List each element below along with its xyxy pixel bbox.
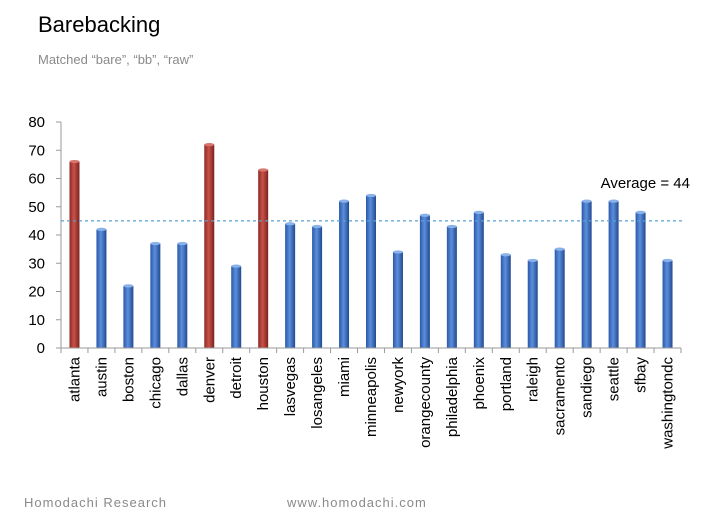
average-label: Average = 44	[601, 175, 690, 192]
bar-miami	[339, 201, 350, 348]
bar-lasvegas	[285, 223, 296, 348]
bar-chicago	[150, 243, 161, 348]
chart-subtitle: Matched “bare”, “bb”, “raw”	[38, 52, 194, 67]
bar-cap-minneapolis	[366, 193, 376, 198]
y-tick-label: 50	[28, 199, 45, 216]
y-axis: 0 10 20 30 40 50 60 70 80	[28, 114, 62, 357]
y-tick-label: 70	[28, 142, 45, 159]
chart-title: Barebacking	[38, 12, 161, 37]
y-tick-label: 10	[28, 312, 45, 329]
bar-cap-newyork	[392, 250, 403, 254]
bar-sacramento	[554, 249, 565, 348]
x-tick-label-houston: houston	[255, 357, 272, 410]
bar-cap-sandiego	[581, 199, 592, 203]
bar-washingtondc	[662, 260, 673, 348]
x-tick-label-miami: miami	[336, 357, 353, 397]
x-tick-label-raleigh: raleigh	[525, 357, 542, 402]
bar-cap-chicago	[150, 241, 161, 246]
x-tick-label-boston: boston	[120, 357, 137, 402]
bar-cap-sfbay	[635, 210, 646, 214]
bar-philadelphia	[446, 226, 457, 348]
x-tick-label-dallas: dallas	[174, 357, 191, 396]
bar-atlanta	[69, 161, 80, 348]
bar-detroit	[231, 266, 242, 348]
bar-cap-lasvegas	[285, 222, 296, 226]
bars	[69, 143, 673, 348]
bar-cap-raleigh	[527, 258, 538, 263]
bar-cap-boston	[123, 284, 134, 288]
bar-raleigh	[527, 260, 538, 348]
bar-newyork	[392, 251, 403, 348]
bar-boston	[123, 285, 134, 348]
bar-minneapolis	[366, 195, 376, 348]
bar-cap-seattle	[608, 199, 619, 203]
y-tick-label: 20	[28, 284, 45, 301]
x-tick-label-chicago: chicago	[147, 357, 164, 409]
bar-cap-detroit	[231, 264, 242, 268]
bar-sfbay	[635, 212, 646, 348]
bar-losangeles	[312, 226, 323, 348]
bar-seattle	[608, 201, 619, 348]
x-axis: atlanta austin boston chicago dallas denver de…	[60, 347, 682, 450]
bar-cap-washingtondc	[662, 258, 673, 263]
bar-phoenix	[473, 212, 484, 348]
bar-austin	[96, 229, 107, 348]
bar-dallas	[177, 243, 188, 348]
footer-url[interactable]: www.homodachi.com	[287, 495, 427, 510]
bar-cap-portland	[500, 253, 511, 257]
y-tick-label: 60	[28, 171, 45, 188]
x-tick-label-denver: denver	[201, 357, 218, 403]
x-tick-label-washingtondc: washingtondc	[660, 357, 677, 450]
x-tick-label-minneapolis: minneapolis	[363, 357, 380, 437]
bar-cap-dallas	[177, 241, 188, 246]
bar-cap-atlanta	[69, 159, 80, 164]
footer-credit: Homodachi Research	[24, 495, 168, 510]
x-tick-label-sacramento: sacramento	[552, 357, 569, 435]
bar-sandiego	[581, 201, 592, 348]
y-tick-label: 0	[37, 340, 45, 357]
bar-portland	[500, 254, 511, 348]
bar-cap-austin	[96, 227, 107, 231]
x-tick-label-losangeles: losangeles	[309, 357, 326, 429]
bar-denver	[204, 144, 215, 348]
x-tick-label-lasvegas: lasvegas	[282, 357, 299, 416]
x-tick-label-seattle: seattle	[606, 357, 623, 401]
x-tick-label-philadelphia: philadelphia	[444, 356, 461, 437]
bar-cap-houston	[258, 168, 269, 172]
bar-houston	[258, 170, 269, 348]
bar-cap-orangecounty	[419, 213, 430, 217]
x-tick-label-newyork: newyork	[390, 357, 407, 413]
x-tick-label-detroit: detroit	[228, 356, 245, 399]
x-tick-label-austin: austin	[93, 357, 110, 397]
x-tick-label-phoenix: phoenix	[471, 357, 488, 410]
y-tick-label: 40	[28, 227, 45, 244]
bar-cap-philadelphia	[446, 224, 457, 229]
bar-cap-sacramento	[554, 247, 565, 251]
bar-cap-denver	[204, 143, 215, 147]
x-tick-label-orangecounty: orangecounty	[417, 357, 434, 448]
bar-cap-losangeles	[312, 224, 323, 229]
x-tick-label-portland: portland	[498, 357, 515, 411]
x-tick-label-sandiego: sandiego	[579, 357, 596, 418]
bar-cap-phoenix	[473, 210, 484, 214]
x-tick-label-atlanta: atlanta	[66, 356, 83, 402]
average-line-group: Average = 44	[61, 175, 690, 222]
bar-cap-miami	[339, 199, 350, 203]
x-tick-label-sfbay: sfbay	[633, 357, 650, 393]
y-tick-label: 80	[28, 114, 45, 131]
y-tick-label: 30	[28, 255, 45, 272]
bar-orangecounty	[419, 215, 430, 348]
